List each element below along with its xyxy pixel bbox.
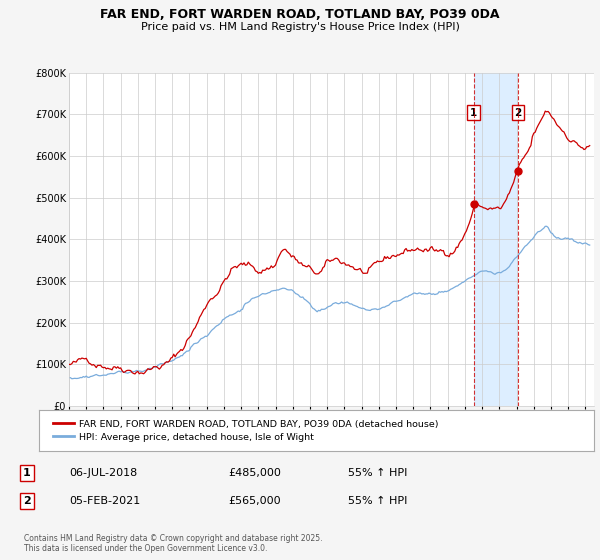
Text: Contains HM Land Registry data © Crown copyright and database right 2025.
This d: Contains HM Land Registry data © Crown c… xyxy=(24,534,323,553)
Text: 05-FEB-2021: 05-FEB-2021 xyxy=(69,496,140,506)
Text: 1: 1 xyxy=(470,108,477,118)
Text: £485,000: £485,000 xyxy=(228,468,281,478)
Text: Price paid vs. HM Land Registry's House Price Index (HPI): Price paid vs. HM Land Registry's House … xyxy=(140,22,460,32)
Legend: FAR END, FORT WARDEN ROAD, TOTLAND BAY, PO39 0DA (detached house), HPI: Average : FAR END, FORT WARDEN ROAD, TOTLAND BAY, … xyxy=(49,416,442,446)
Text: £565,000: £565,000 xyxy=(228,496,281,506)
Text: 2: 2 xyxy=(23,496,31,506)
Text: 2: 2 xyxy=(514,108,521,118)
Text: 1: 1 xyxy=(23,468,31,478)
Bar xyxy=(473,73,518,406)
Text: 55% ↑ HPI: 55% ↑ HPI xyxy=(348,468,407,478)
Text: 55% ↑ HPI: 55% ↑ HPI xyxy=(348,496,407,506)
Text: 06-JUL-2018: 06-JUL-2018 xyxy=(69,468,137,478)
Text: FAR END, FORT WARDEN ROAD, TOTLAND BAY, PO39 0DA: FAR END, FORT WARDEN ROAD, TOTLAND BAY, … xyxy=(100,8,500,21)
